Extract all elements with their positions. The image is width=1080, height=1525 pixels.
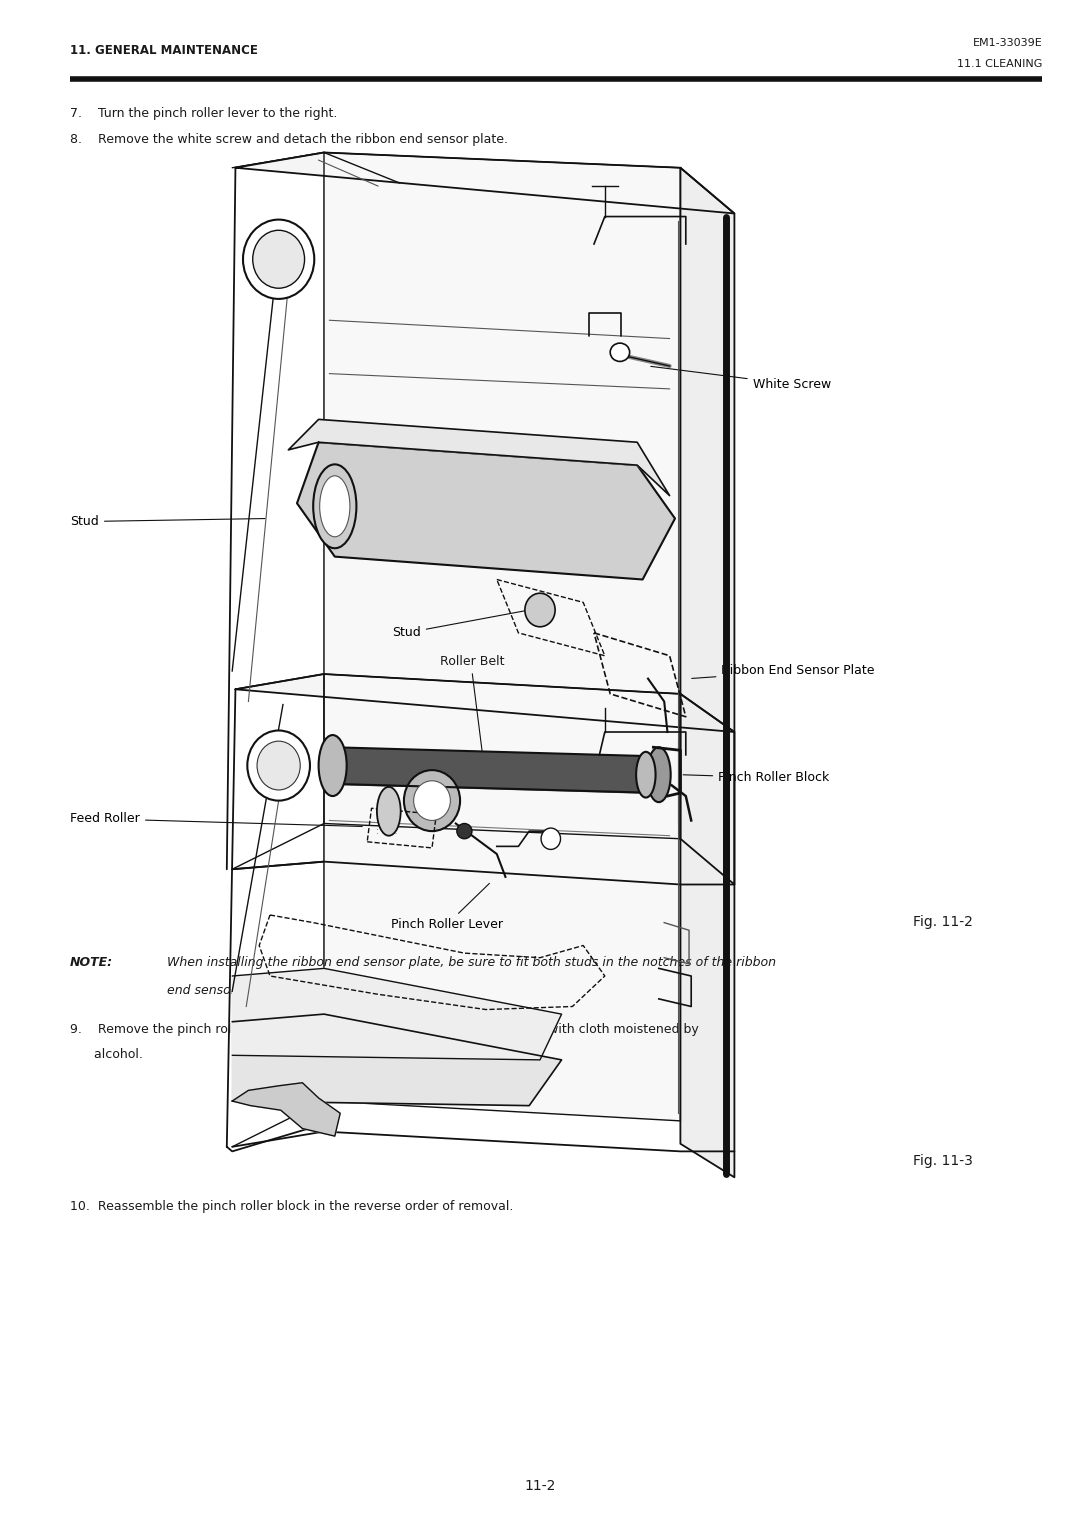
Text: 9.    Remove the pinch roller block, then clean the roller belt and feed roller : 9. Remove the pinch roller block, then c… — [70, 1023, 699, 1037]
Text: 11-2: 11-2 — [524, 1479, 556, 1493]
Ellipse shape — [247, 730, 310, 801]
Text: 8.    Remove the white screw and detach the ribbon end sensor plate.: 8. Remove the white screw and detach the… — [70, 133, 509, 146]
Text: EM1-33039E: EM1-33039E — [972, 38, 1042, 49]
Text: When installing the ribbon end sensor plate, be sure to fit both studs in the no: When installing the ribbon end sensor pl… — [167, 956, 777, 970]
Text: 10.  Reassemble the pinch roller block in the reverse order of removal.: 10. Reassemble the pinch roller block in… — [70, 1200, 514, 1214]
Text: Fig. 11-3: Fig. 11-3 — [913, 1154, 972, 1168]
Text: end sensor plate.: end sensor plate. — [167, 984, 275, 997]
Text: 11.1 CLEANING: 11.1 CLEANING — [957, 59, 1042, 70]
Text: Stud: Stud — [392, 610, 526, 639]
Ellipse shape — [457, 824, 472, 839]
Ellipse shape — [253, 230, 305, 288]
Ellipse shape — [320, 476, 350, 537]
Text: Stud: Stud — [70, 515, 265, 528]
Text: Feed Roller: Feed Roller — [70, 813, 362, 827]
Polygon shape — [235, 152, 734, 214]
Text: Pinch Roller Lever: Pinch Roller Lever — [391, 883, 503, 932]
Ellipse shape — [610, 343, 630, 361]
Ellipse shape — [541, 828, 561, 849]
Text: 11. GENERAL MAINTENANCE: 11. GENERAL MAINTENANCE — [70, 44, 258, 58]
Polygon shape — [680, 694, 734, 1177]
Ellipse shape — [377, 787, 401, 836]
Text: White Screw: White Screw — [651, 366, 831, 390]
Polygon shape — [297, 442, 675, 580]
Text: Fig. 11-2: Fig. 11-2 — [913, 915, 972, 929]
Polygon shape — [680, 168, 734, 884]
Ellipse shape — [319, 735, 347, 796]
Polygon shape — [324, 152, 680, 839]
Ellipse shape — [647, 747, 671, 802]
Ellipse shape — [636, 752, 656, 798]
Polygon shape — [232, 968, 562, 1060]
Text: Ribbon End Sensor Plate: Ribbon End Sensor Plate — [692, 665, 875, 679]
Ellipse shape — [525, 593, 555, 627]
Ellipse shape — [243, 220, 314, 299]
Ellipse shape — [257, 741, 300, 790]
Ellipse shape — [404, 770, 460, 831]
Ellipse shape — [414, 781, 450, 820]
Polygon shape — [232, 1014, 562, 1106]
Ellipse shape — [313, 464, 356, 547]
Text: alcohol.: alcohol. — [70, 1048, 143, 1061]
Text: Roller Belt: Roller Belt — [440, 654, 504, 668]
Polygon shape — [324, 674, 680, 1121]
Polygon shape — [235, 674, 734, 732]
Polygon shape — [288, 419, 670, 496]
Text: 7.    Turn the pinch roller lever to the right.: 7. Turn the pinch roller lever to the ri… — [70, 107, 338, 120]
Text: :  6  :: : 6 : — [376, 827, 397, 836]
Polygon shape — [232, 1083, 340, 1136]
Text: Pinch Roller Block: Pinch Roller Block — [684, 772, 829, 784]
Text: NOTE:: NOTE: — [70, 956, 113, 970]
